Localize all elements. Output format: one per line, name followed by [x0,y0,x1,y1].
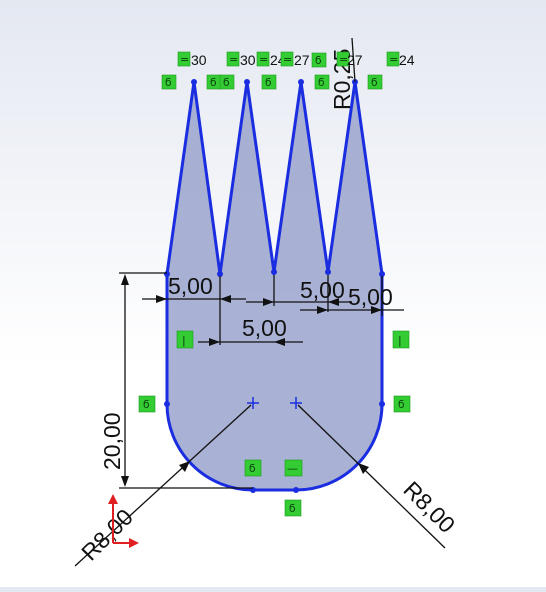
dimension-width-top-right-value[interactable]: 5,00 [300,277,345,303]
svg-text:ϭ: ϭ [143,398,150,411]
svg-text:=: = [339,53,348,66]
svg-text:ϭ: ϭ [165,76,172,89]
svg-text:=: = [389,53,398,66]
dimension-radius-right-value[interactable]: R8,00 [398,476,460,538]
tip-dim-6: 24 [399,52,415,68]
tip-equal-relations: = 30 = 30 = 24 = 27 = 27 = 24 [177,51,415,68]
tip-dim-2: 30 [240,52,256,68]
dimension-width-right-value[interactable]: 5,00 [348,284,393,310]
svg-text:=: = [259,53,268,66]
svg-text:ϭ: ϭ [210,76,217,89]
tip-coincident-relations: ϭ ϭ ϭ ϭ ϭ ϭ ϭ [161,52,383,90]
svg-text:ϭ: ϭ [398,398,405,411]
dimension-height[interactable]: 20,00 [99,272,253,489]
dimension-width-middle[interactable]: 5,00 [198,315,303,346]
tip-dim-1: 30 [191,52,207,68]
svg-text:ϭ: ϭ [289,502,296,515]
svg-text:ϭ: ϭ [371,76,378,89]
dimension-width-middle-value[interactable]: 5,00 [242,315,287,341]
dimension-width-top-left[interactable]: 5,00 [142,273,246,345]
svg-text:=: = [180,53,189,66]
svg-text:=: = [229,53,238,66]
svg-text:ϭ: ϭ [315,54,322,67]
side-relations: | | ϭ ϭ ϭ — ϭ [138,330,411,517]
svg-text:=: = [283,53,292,66]
dimension-height-value[interactable]: 20,00 [99,412,125,470]
dimension-width-top-right[interactable]: 5,00 [246,275,352,312]
dimension-radius-tip[interactable]: R0,25 [329,37,356,110]
svg-text:|: | [398,334,402,347]
dimension-radius-left-value[interactable]: R8,00 [76,504,138,566]
dimension-width-top-left-value[interactable]: 5,00 [168,273,213,299]
svg-text:ϭ: ϭ [318,76,325,89]
svg-text:ϭ: ϭ [223,76,230,89]
svg-text:ϭ: ϭ [265,76,272,89]
arc-center-marks [247,397,302,409]
tip-dim-4: 27 [294,52,310,68]
origin-axes-icon [108,494,139,548]
svg-text:|: | [182,334,186,347]
tip-dim-5: 27 [347,52,363,68]
dimension-width-right[interactable]: 5,00 [300,276,404,316]
svg-text:ϭ: ϭ [249,462,256,475]
svg-text:—: — [287,462,298,475]
sketch-points [164,79,385,493]
